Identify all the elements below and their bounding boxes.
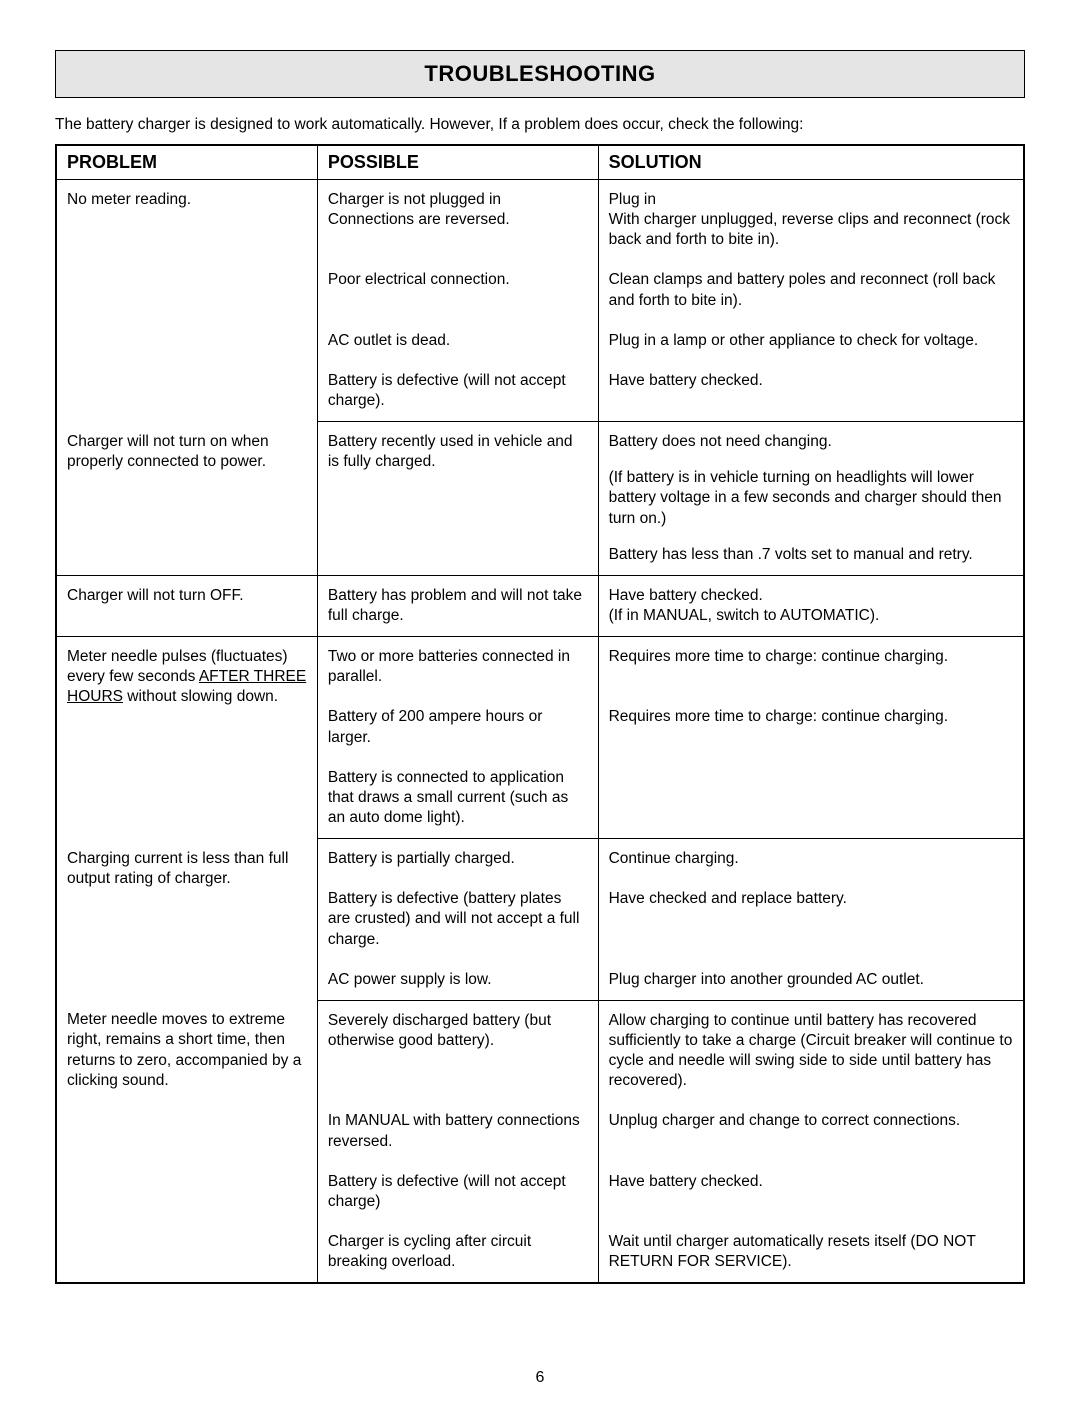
cell-solution: Requires more time to charge: continue c… — [598, 697, 1024, 757]
intro-text: The battery charger is designed to work … — [55, 116, 1025, 134]
table-row: Meter needle pulses (fluctuates) every f… — [56, 637, 1024, 698]
cell-solution: Plug inWith charger unplugged, reverse c… — [598, 180, 1024, 261]
page-number: 6 — [55, 1369, 1025, 1387]
cell-possible: Two or more batteries connected in paral… — [317, 637, 598, 698]
cell-solution: Battery does not need changing. (If batt… — [598, 422, 1024, 576]
cell-problem: Charging current is less than full outpu… — [56, 839, 317, 1001]
text: Charger is not plugged inConnections are… — [328, 190, 588, 230]
cell-problem: Meter needle moves to extreme right, rem… — [56, 1000, 317, 1283]
text: Battery has less than .7 volts set to ma… — [609, 545, 1013, 565]
cell-possible: Charger is not plugged inConnections are… — [317, 180, 598, 261]
table-header-row: PROBLEM POSSIBLE SOLUTION — [56, 145, 1024, 180]
table-row: Charging current is less than full outpu… — [56, 839, 1024, 880]
cell-solution: Clean clamps and battery poles and recon… — [598, 260, 1024, 320]
cell-possible: Battery is defective (battery plates are… — [317, 879, 598, 959]
cell-problem: No meter reading. — [56, 180, 317, 422]
cell-solution: Have battery checked. — [598, 361, 1024, 422]
text: (If battery is in vehicle turning on hea… — [609, 468, 1013, 528]
cell-possible: AC outlet is dead. — [317, 321, 598, 361]
cell-problem: Charger will not turn OFF. — [56, 575, 317, 636]
cell-solution: Allow charging to continue until battery… — [598, 1000, 1024, 1101]
cell-solution: Have battery checked.(If in MANUAL, swit… — [598, 575, 1024, 636]
cell-problem: Meter needle pulses (fluctuates) every f… — [56, 637, 317, 839]
cell-possible: Battery is partially charged. — [317, 839, 598, 880]
header-problem: PROBLEM — [56, 145, 317, 180]
page-title: TROUBLESHOOTING — [56, 61, 1024, 87]
cell-solution: Wait until charger automatically resets … — [598, 1222, 1024, 1283]
cell-solution: Unplug charger and change to correct con… — [598, 1101, 1024, 1161]
header-solution: SOLUTION — [598, 145, 1024, 180]
cell-possible: Battery has problem and will not take fu… — [317, 575, 598, 636]
table-row: Charger will not turn OFF. Battery has p… — [56, 575, 1024, 636]
table-row: Charger will not turn on when properly c… — [56, 422, 1024, 576]
text: without slowing down. — [123, 688, 278, 705]
cell-solution: Requires more time to charge: continue c… — [598, 637, 1024, 698]
cell-solution: Have checked and replace battery. — [598, 879, 1024, 959]
cell-possible: Charger is cycling after circuit breakin… — [317, 1222, 598, 1283]
cell-possible: Battery is defective (will not accept ch… — [317, 1162, 598, 1222]
cell-problem: Charger will not turn on when properly c… — [56, 422, 317, 576]
table-row: Meter needle moves to extreme right, rem… — [56, 1000, 1024, 1101]
text: Battery does not need changing. — [609, 432, 1013, 452]
cell-solution: Plug in a lamp or other appliance to che… — [598, 321, 1024, 361]
troubleshooting-table: PROBLEM POSSIBLE SOLUTION No meter readi… — [55, 144, 1025, 1284]
cell-possible: Battery is defective (will not accept ch… — [317, 361, 598, 422]
cell-solution: Continue charging. — [598, 839, 1024, 880]
cell-solution — [598, 758, 1024, 839]
header-possible: POSSIBLE — [317, 145, 598, 180]
text: Plug inWith charger unplugged, reverse c… — [609, 190, 1013, 250]
cell-possible: AC power supply is low. — [317, 960, 598, 1001]
cell-possible: In MANUAL with battery connections rever… — [317, 1101, 598, 1161]
cell-possible: Severely discharged battery (but otherwi… — [317, 1000, 598, 1101]
text: Wait until charger automatically resets … — [609, 1233, 911, 1250]
cell-possible: Battery is connected to application that… — [317, 758, 598, 839]
cell-possible: Battery of 200 ampere hours or larger. — [317, 697, 598, 757]
cell-possible: Poor electrical connection. — [317, 260, 598, 320]
cell-solution: Plug charger into another grounded AC ou… — [598, 960, 1024, 1001]
cell-solution: Have battery checked. — [598, 1162, 1024, 1222]
table-row: No meter reading. Charger is not plugged… — [56, 180, 1024, 261]
title-box: TROUBLESHOOTING — [55, 50, 1025, 98]
cell-possible: Battery recently used in vehicle and is … — [317, 422, 598, 576]
